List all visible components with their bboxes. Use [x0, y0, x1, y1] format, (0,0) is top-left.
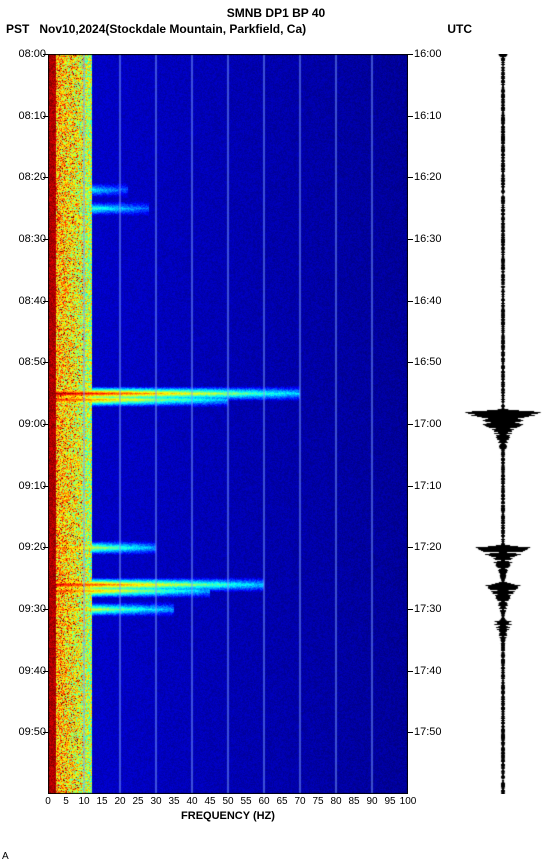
tick-mark — [408, 671, 413, 672]
tick-mark — [43, 362, 48, 363]
right-time-tick: 17:10 — [414, 480, 442, 492]
tick-mark — [408, 486, 413, 487]
tick-mark — [43, 54, 48, 55]
x-tick: 5 — [63, 796, 69, 807]
x-tick: 60 — [258, 796, 269, 807]
spectrogram-panel — [48, 54, 408, 794]
tick-mark — [408, 547, 413, 548]
right-time-tick: 16:40 — [414, 295, 442, 307]
corner-mark: A — [2, 851, 9, 862]
tick-mark — [408, 301, 413, 302]
tz-right: UTC — [447, 22, 472, 36]
right-time-tick: 17:50 — [414, 726, 442, 738]
x-tick: 40 — [186, 796, 197, 807]
left-time-tick: 08:40 — [18, 295, 46, 307]
tick-mark — [408, 239, 413, 240]
tick-mark — [43, 732, 48, 733]
left-time-tick: 09:50 — [18, 726, 46, 738]
tick-mark — [43, 671, 48, 672]
left-time-tick: 09:30 — [18, 603, 46, 615]
tick-mark — [43, 486, 48, 487]
x-tick: 65 — [276, 796, 287, 807]
tick-mark — [43, 424, 48, 425]
x-tick: 85 — [348, 796, 359, 807]
right-time-tick: 17:20 — [414, 541, 442, 553]
right-time-tick: 16:00 — [414, 48, 442, 60]
left-time-tick: 08:00 — [18, 48, 46, 60]
x-tick: 45 — [204, 796, 215, 807]
right-time-tick: 16:10 — [414, 110, 442, 122]
x-tick: 25 — [132, 796, 143, 807]
tick-mark — [408, 54, 413, 55]
right-time-tick: 16:20 — [414, 171, 442, 183]
right-time-tick: 16:50 — [414, 356, 442, 368]
tick-mark — [43, 116, 48, 117]
chart-title: SMNB DP1 BP 40 — [0, 0, 552, 20]
x-tick: 15 — [96, 796, 107, 807]
tick-mark — [43, 609, 48, 610]
x-tick: 35 — [168, 796, 179, 807]
chart-subtitle: PST Nov10,2024(Stockdale Mountain, Parkf… — [0, 20, 552, 36]
x-tick: 0 — [45, 796, 51, 807]
waveform-panel — [460, 54, 546, 794]
left-time-tick: 09:10 — [18, 480, 46, 492]
x-tick: 70 — [294, 796, 305, 807]
right-time-tick: 17:00 — [414, 418, 442, 430]
left-time-tick: 08:30 — [18, 233, 46, 245]
date: Nov10,2024 — [39, 22, 105, 36]
x-tick: 50 — [222, 796, 233, 807]
tick-mark — [43, 301, 48, 302]
tick-mark — [408, 424, 413, 425]
x-tick: 20 — [114, 796, 125, 807]
chart-area: 08:0008:1008:2008:3008:4008:5009:0009:10… — [0, 54, 552, 824]
right-time-tick: 17:30 — [414, 603, 442, 615]
x-axis-label: FREQUENCY (HZ) — [48, 810, 408, 822]
x-tick: 55 — [240, 796, 251, 807]
y-axis-right: 16:0016:1016:2016:3016:4016:5017:0017:10… — [408, 54, 452, 794]
x-axis: FREQUENCY (HZ) 0 5 10 15 20 25 30 35 40 45 50 55 60 6… — [48, 794, 408, 824]
left-time-tick: 09:20 — [18, 541, 46, 553]
tick-mark — [408, 177, 413, 178]
left-time-tick: 09:40 — [18, 665, 46, 677]
left-time-tick: 08:20 — [18, 171, 46, 183]
x-tick: 100 — [400, 796, 417, 807]
tick-mark — [43, 547, 48, 548]
x-tick: 30 — [150, 796, 161, 807]
y-axis-left: 08:0008:1008:2008:3008:4008:5009:0009:10… — [0, 54, 48, 794]
spectrogram-canvas — [48, 54, 408, 794]
tick-mark — [408, 609, 413, 610]
tick-mark — [408, 116, 413, 117]
right-time-tick: 17:40 — [414, 665, 442, 677]
right-time-tick: 16:30 — [414, 233, 442, 245]
tz-left: PST — [6, 22, 29, 36]
left-time-tick: 08:50 — [18, 356, 46, 368]
x-tick: 90 — [366, 796, 377, 807]
x-tick: 80 — [330, 796, 341, 807]
tick-mark — [43, 177, 48, 178]
x-tick: 75 — [312, 796, 323, 807]
left-time-tick: 08:10 — [18, 110, 46, 122]
tick-mark — [408, 362, 413, 363]
x-tick: 95 — [384, 796, 395, 807]
tick-mark — [408, 732, 413, 733]
x-tick: 10 — [78, 796, 89, 807]
location: (Stockdale Mountain, Parkfield, Ca) — [105, 22, 306, 36]
tick-mark — [43, 239, 48, 240]
left-time-tick: 09:00 — [18, 418, 46, 430]
waveform-canvas — [460, 54, 546, 794]
